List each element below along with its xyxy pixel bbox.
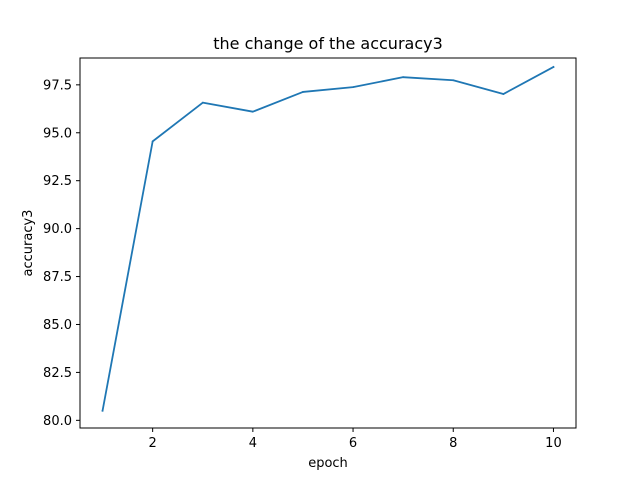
y-tick-label: 92.5: [43, 174, 72, 189]
y-tick-label: 87.5: [43, 270, 72, 285]
data-point: [101, 409, 104, 412]
y-tick-label: 95.0: [43, 126, 72, 141]
data-point: [251, 110, 254, 113]
series-line: [101, 65, 555, 412]
data-point: [151, 140, 154, 143]
y-tick-label: 82.5: [43, 366, 72, 381]
y-tick-label: 85.0: [43, 318, 72, 333]
x-tick-label: 6: [349, 436, 357, 451]
x-axis-ticks: 2 4 6 8 10: [149, 428, 562, 451]
data-point: [402, 76, 405, 79]
x-tick-label: 10: [545, 436, 562, 451]
y-axis-label: accuracy3: [21, 210, 36, 277]
y-tick-label: 80.0: [43, 414, 72, 429]
data-point: [452, 79, 455, 82]
y-axis-ticks: 80.0 82.5 85.0 87.5 90.0 92.5 95.0 97.5: [43, 78, 80, 429]
data-point: [201, 101, 204, 104]
axes-frame: [79, 57, 577, 429]
x-tick-label: 2: [149, 436, 157, 451]
data-point: [502, 93, 505, 95]
y-tick-label: 97.5: [43, 78, 72, 93]
x-tick-label: 8: [449, 436, 457, 451]
chart-title: the change of the accuracy3: [213, 34, 443, 53]
data-point: [352, 86, 354, 89]
x-tick-label: 4: [249, 436, 257, 451]
data-point: [302, 91, 304, 93]
x-axis-label: epoch: [308, 456, 348, 471]
plot-area: [101, 65, 555, 412]
data-point: [552, 66, 555, 68]
y-tick-label: 90.0: [43, 222, 72, 237]
